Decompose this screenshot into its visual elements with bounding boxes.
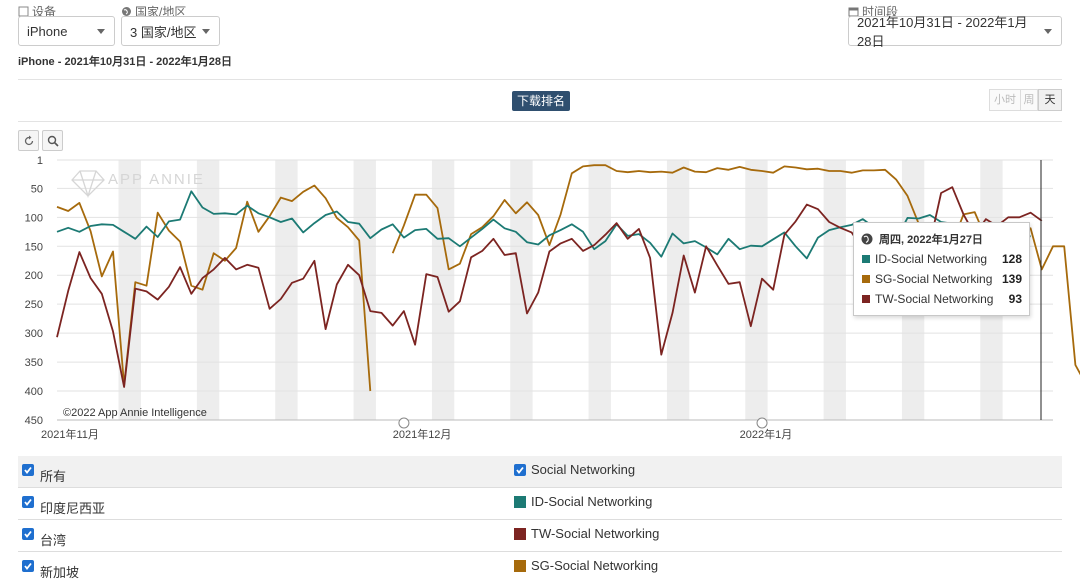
tooltip-header: 周四, 2022年1月27日 <box>861 231 983 247</box>
chevron-down-icon <box>97 29 105 34</box>
period-select[interactable]: 2021年10月31日 - 2022年1月28日 <box>848 15 1062 49</box>
legend-category[interactable]: Social Networking <box>514 462 635 477</box>
chevron-down-icon <box>1044 29 1052 34</box>
legend-row-singapore: 新加坡 SG-Social Networking <box>18 552 1062 582</box>
y-tick-label: 150 <box>25 241 43 253</box>
device-select-value: iPhone <box>27 23 68 39</box>
annotation-marker <box>756 417 768 429</box>
weekend-band <box>823 160 846 420</box>
x-tick-label: 2022年1月 <box>740 427 793 441</box>
annotation-marker <box>398 417 410 429</box>
legend-swatch <box>514 495 526 508</box>
legend-series-id[interactable]: ID-Social Networking <box>514 494 652 509</box>
zoom-button[interactable] <box>42 130 63 151</box>
y-tick-label: 1 <box>37 155 43 167</box>
legend-swatch <box>514 527 526 540</box>
chart-credit: ©2022 App Annie Intelligence <box>63 407 207 419</box>
tooltip-row-id: ID-Social Networking 128 <box>862 251 1022 267</box>
magnifier-icon <box>47 135 59 147</box>
globe-icon <box>861 233 873 245</box>
weekend-band <box>118 160 141 420</box>
granularity-hour-button[interactable]: 小时 <box>989 89 1021 111</box>
x-tick-label: 2021年11月 <box>41 427 99 441</box>
period-select-value: 2021年10月31日 - 2022年1月28日 <box>857 15 1028 49</box>
region-label: 国家/地区 <box>121 3 186 20</box>
legend-all-label: 所有 <box>40 469 67 484</box>
weekend-band <box>196 160 220 420</box>
legend-row-all: 所有 Social Networking <box>18 456 1062 488</box>
chart-tooltip: 周四, 2022年1月27日 ID-Social Networking 128 … <box>853 222 1030 316</box>
x-tick-label: 2021年12月 <box>393 427 452 441</box>
watermark-text: APP ANNIE <box>108 171 205 188</box>
weekend-band <box>666 160 690 420</box>
y-tick-label: 250 <box>25 299 43 311</box>
chart-subtitle: iPhone - 2021年10月31日 - 2022年1月28日 <box>18 56 232 68</box>
region-select-value: 3 国家/地区 <box>130 24 197 40</box>
weekend-band <box>745 160 768 420</box>
tooltip-swatch <box>862 295 870 303</box>
legend-country-label: 印度尼西亚 <box>40 501 106 516</box>
legend-swatch <box>514 559 526 572</box>
weekend-band <box>353 160 376 420</box>
divider <box>18 121 1062 122</box>
legend-row-taiwan: 台湾 TW-Social Networking <box>18 520 1062 552</box>
tooltip-date: 周四, 2022年1月27日 <box>879 234 983 246</box>
region-select[interactable]: 3 国家/地区 <box>121 16 220 46</box>
download-rank-button[interactable]: 下载排名 <box>512 91 571 111</box>
y-tick-label: 100 <box>25 212 43 224</box>
legend-series-sg[interactable]: SG-Social Networking <box>514 558 658 573</box>
checkbox-indonesia[interactable] <box>22 496 34 508</box>
checkbox-singapore[interactable] <box>22 560 34 572</box>
weekend-band <box>588 160 611 420</box>
reset-icon <box>24 135 33 145</box>
legend-series-tw[interactable]: TW-Social Networking <box>514 526 659 541</box>
legend-country-label: 新加坡 <box>40 565 80 580</box>
checkbox-category[interactable] <box>514 463 526 476</box>
weekend-band <box>431 160 455 420</box>
reset-zoom-button[interactable] <box>18 130 39 151</box>
checkbox-all[interactable] <box>22 464 34 476</box>
y-tick-label: 450 <box>25 415 43 427</box>
tooltip-row-tw: TW-Social Networking 93 <box>862 291 1022 307</box>
y-tick-label: 350 <box>25 357 43 369</box>
granularity-week-button[interactable]: 周 <box>1020 89 1038 111</box>
legend-country-label: 台湾 <box>40 533 67 548</box>
weekend-band <box>510 160 533 420</box>
legend-row-indonesia: 印度尼西亚 ID-Social Networking <box>18 488 1062 520</box>
y-tick-label: 400 <box>25 386 43 398</box>
y-tick-label: 50 <box>31 183 43 195</box>
chevron-down-icon <box>202 29 210 34</box>
granularity-day-button[interactable]: 天 <box>1038 89 1062 111</box>
watermark-logo <box>71 170 105 199</box>
tooltip-row-sg: SG-Social Networking 139 <box>862 271 1022 287</box>
y-tick-label: 200 <box>25 270 43 282</box>
device-select[interactable]: iPhone <box>18 16 115 46</box>
tooltip-swatch <box>862 255 870 263</box>
checkbox-taiwan[interactable] <box>22 528 34 540</box>
y-tick-label: 300 <box>25 328 43 340</box>
divider <box>18 79 1062 80</box>
globe-icon <box>121 6 132 17</box>
tooltip-swatch <box>862 275 870 283</box>
